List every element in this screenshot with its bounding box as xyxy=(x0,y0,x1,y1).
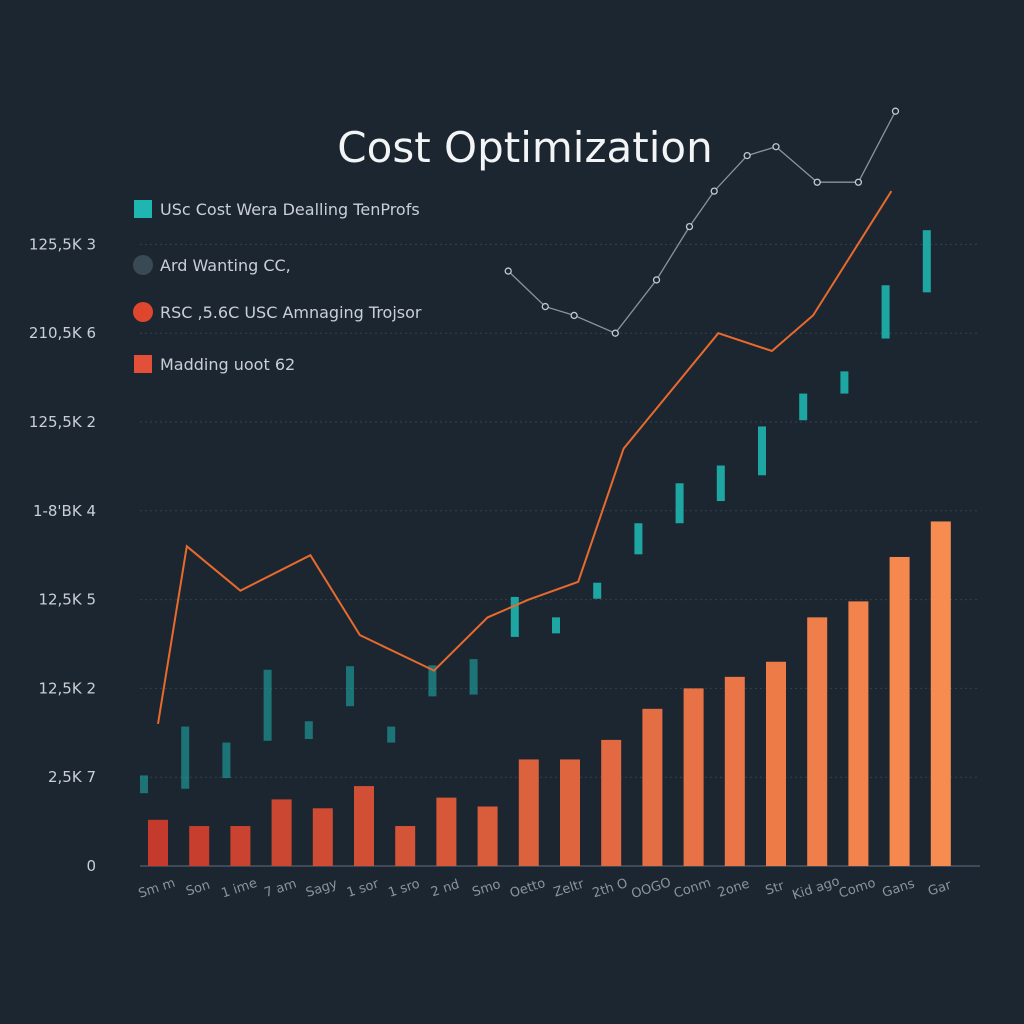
teal-bar xyxy=(181,726,190,789)
x-category-label: 2 nd xyxy=(429,877,461,900)
cost-bar xyxy=(354,786,374,866)
teal-bar xyxy=(758,426,766,476)
teal-bar xyxy=(140,775,148,794)
grey-series-line xyxy=(507,110,897,334)
grey-series-point xyxy=(710,187,718,195)
teal-bar xyxy=(222,742,231,779)
grey-series-point xyxy=(743,151,751,160)
cost-bar xyxy=(271,799,292,866)
y-tick-label: 125,5K 3 xyxy=(29,235,96,253)
x-category-label: Son xyxy=(184,878,212,900)
y-tick-label: 0 xyxy=(86,857,96,875)
x-category-label: 7 am xyxy=(262,876,298,900)
x-category-label: Kid ago xyxy=(791,874,842,903)
cost-bar xyxy=(230,826,251,866)
cost-bar xyxy=(683,688,704,866)
cost-bar xyxy=(601,739,622,866)
grey-series-point xyxy=(772,143,780,151)
chart-title: Cost Optimization xyxy=(337,123,712,172)
orange-series-line xyxy=(157,190,893,725)
cost-bar xyxy=(395,826,416,866)
x-category-label: Gans xyxy=(880,876,916,901)
x-category-label: Zeltr xyxy=(552,877,587,901)
grey-series-point xyxy=(854,178,863,186)
x-category-label: Sm m xyxy=(137,876,178,902)
cost-bar xyxy=(848,601,869,866)
legend-circle-marker xyxy=(133,302,153,322)
grey-series-point xyxy=(813,178,821,186)
y-tick-label: 210,5K 6 xyxy=(29,324,96,342)
x-category-label: 1 sor xyxy=(345,876,381,901)
x-category-label: Oetto xyxy=(508,876,547,902)
y-tick-label: 12,5K 5 xyxy=(38,591,96,609)
teal-bar xyxy=(799,393,808,421)
cost-bar xyxy=(560,759,580,866)
teal-bar xyxy=(675,483,684,524)
y-tick-label: 125,5K 2 xyxy=(29,413,96,431)
teal-bar xyxy=(716,465,725,502)
grey-series-point xyxy=(504,267,512,275)
teal-bar xyxy=(634,523,643,555)
cost-bar xyxy=(189,826,210,866)
grey-series-point xyxy=(541,302,549,311)
cost-bar xyxy=(312,808,333,866)
cost-bar xyxy=(807,617,828,866)
teal-bar xyxy=(593,582,602,599)
teal-bar xyxy=(840,371,849,394)
x-category-label: 1 sro xyxy=(386,877,421,901)
legend-label: Madding uoot 62 xyxy=(160,355,295,374)
grey-series-point xyxy=(685,222,694,231)
teal-bar xyxy=(881,285,890,339)
x-category-label: Conm xyxy=(672,876,713,902)
x-category-label: Como xyxy=(837,876,877,902)
legend-circle-marker xyxy=(133,255,153,275)
legend-label: RSC ,5.6C USC Amnaging Trojsor xyxy=(160,303,422,322)
y-tick-label: 12,5K 2 xyxy=(38,679,96,697)
cost-bar xyxy=(766,661,786,866)
x-category-label: Smo xyxy=(470,877,502,900)
bar-series xyxy=(140,230,951,866)
x-category-label: Gar xyxy=(926,878,953,900)
cost-bar xyxy=(436,797,457,866)
x-axis-category-labels: Sm m Son 1 ime 7 am Sagy 1 sor 1 sro 2 nd Smo Oet… xyxy=(137,874,954,903)
grey-series-point xyxy=(611,329,619,337)
legend: USc Cost Wera Dealling TenProfs Ard Wanti… xyxy=(133,200,422,374)
teal-bar xyxy=(469,659,478,695)
cost-bar xyxy=(930,521,951,866)
line-series xyxy=(157,107,900,725)
teal-bar xyxy=(304,721,313,740)
legend-label: USc Cost Wera Dealling TenProfs xyxy=(160,200,420,219)
legend-square-marker xyxy=(134,200,152,218)
grey-series-point xyxy=(891,107,900,115)
teal-bar xyxy=(387,726,396,743)
teal-bar xyxy=(510,596,519,637)
legend-square-marker xyxy=(134,355,152,373)
cost-bar xyxy=(724,676,745,866)
teal-bar xyxy=(552,617,560,634)
cost-bar xyxy=(889,556,910,866)
x-category-label: Sagy xyxy=(304,876,340,900)
x-category-label: 2one xyxy=(716,877,752,901)
cost-bar xyxy=(518,759,539,866)
teal-bar xyxy=(346,666,354,707)
x-category-label: 2th O xyxy=(591,876,630,901)
grey-series-point xyxy=(570,311,578,320)
grid-lines xyxy=(140,243,980,867)
cost-bar xyxy=(148,819,168,866)
x-category-label: Str xyxy=(764,878,787,898)
grey-series-point xyxy=(652,276,661,284)
cost-bar xyxy=(477,806,498,866)
teal-bar xyxy=(263,669,272,741)
x-category-label: OOGO xyxy=(630,875,673,902)
legend-label: Ard Wanting CC, xyxy=(160,256,291,275)
teal-bar xyxy=(428,665,437,697)
y-tick-label: 1-8'BK 4 xyxy=(33,502,96,520)
teal-bar xyxy=(922,230,931,293)
cost-bar xyxy=(642,708,663,866)
y-axis-tick-labels: 0 2,5K 7 12,5K 2 12,5K 5 1-8'BK 4 125,5K 2 210… xyxy=(29,235,96,875)
y-tick-label: 2,5K 7 xyxy=(48,768,96,786)
x-category-label: 1 ime xyxy=(220,876,260,902)
